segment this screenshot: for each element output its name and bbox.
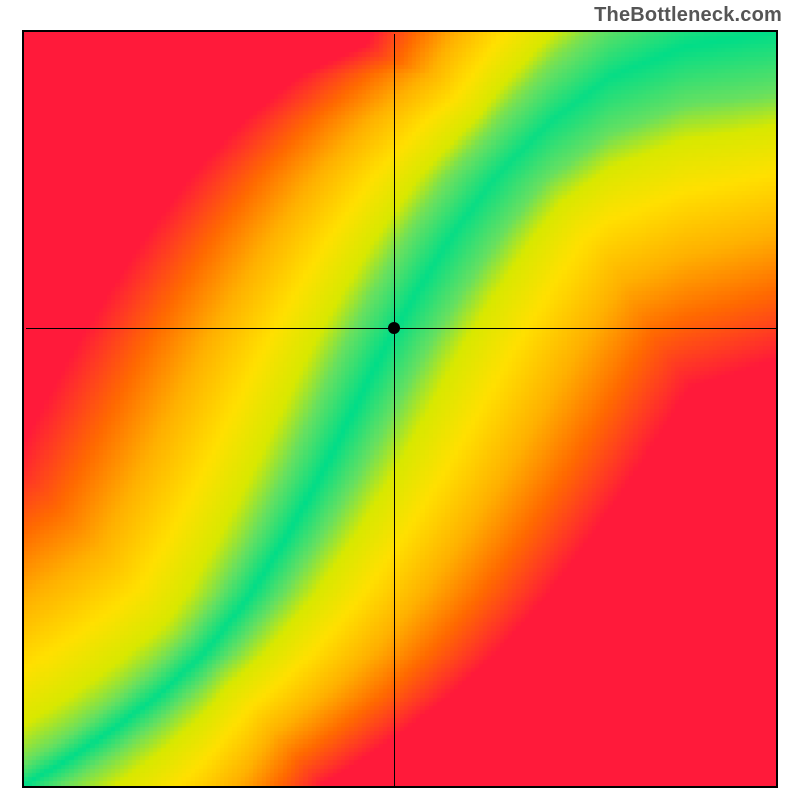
crosshair-horizontal xyxy=(26,328,778,329)
watermark-text: TheBottleneck.com xyxy=(594,4,782,27)
chart-container: TheBottleneck.com xyxy=(0,0,800,800)
plot-frame xyxy=(22,30,778,788)
marker-dot xyxy=(388,322,400,334)
bottleneck-heatmap xyxy=(24,32,776,786)
crosshair-vertical xyxy=(394,34,395,788)
